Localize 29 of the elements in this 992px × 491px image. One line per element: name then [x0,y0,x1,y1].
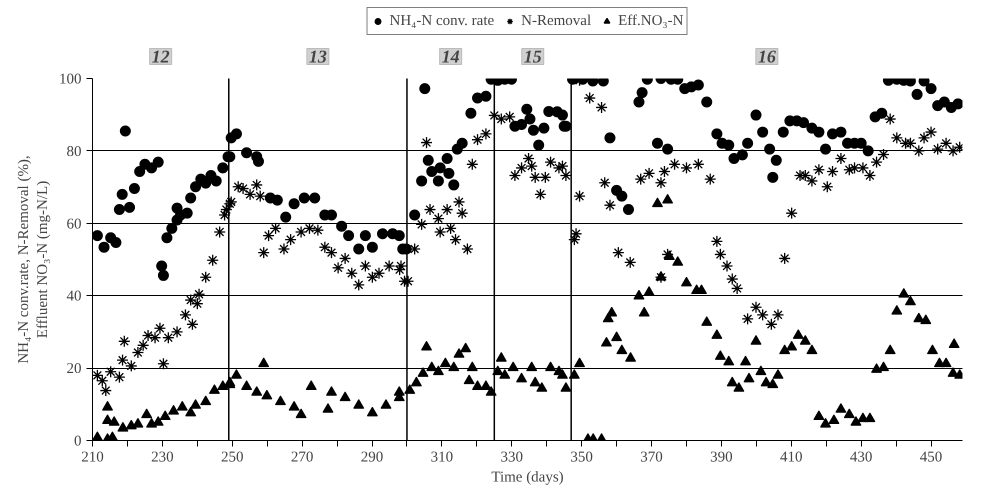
x-tick-label: 270 [290,450,314,466]
text: 15 [524,46,542,66]
x-tick-label: 290 [360,450,384,466]
text: 13 [308,46,327,66]
x-tick-label: 410 [780,450,803,466]
y-tick-label: 40 [66,288,82,305]
text: 12 [152,46,170,66]
x-axis-title: Time (days) [491,470,564,486]
y-axis-title: NH₄-N conv.rate, N-Removal (%), Effluent NO₃-N (mg-N/L) [16,155,51,364]
legend-label: NH₄-N conv. rate [390,12,494,30]
text: 14 [442,46,460,66]
x-tick-label: 430 [850,450,872,466]
x-tick-label: 210 [81,450,104,466]
x-tick-label: 370 [640,450,663,466]
x-tick-label: 390 [710,450,733,466]
x-tick-label: 450 [920,450,942,466]
text: 16 [758,46,776,66]
x-tick-label: 330 [500,450,524,466]
legend-label: Eff.NO₃-N [618,12,684,30]
x-tick-label: 250 [221,450,244,466]
y-tick-label: 60 [66,216,82,232]
y-tick-label: 100 [59,72,82,88]
y-tick-label: 20 [66,361,82,378]
x-tick-label: 350 [570,450,593,466]
y-tick-label: 0 [74,434,82,450]
x-tick-label: 310 [430,450,454,466]
legend-label: N-Removal [521,12,592,30]
x-tick-label: 230 [151,450,174,466]
y-tick-label: 80 [66,144,82,160]
